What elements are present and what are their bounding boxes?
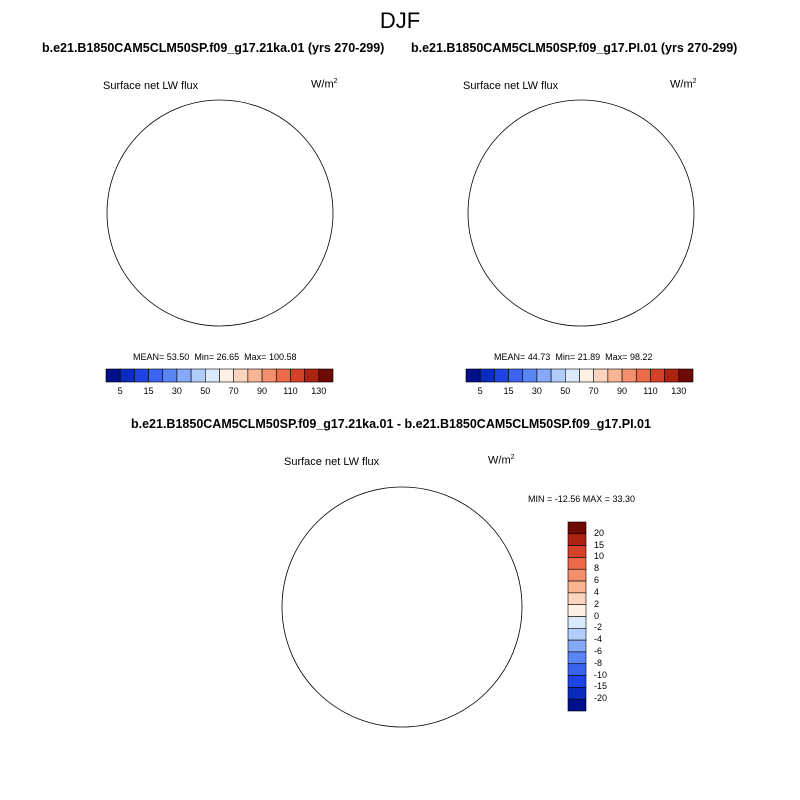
panel-2-colorbar-swatch	[678, 368, 694, 383]
panel-1-colorbar	[105, 368, 334, 383]
panel-1-variable: Surface net LW flux	[103, 80, 199, 92]
diff-colorbar-tick-label: -10	[594, 669, 608, 680]
panel-2-units: W/m2	[670, 78, 697, 91]
diff-colorbar-swatch	[567, 675, 587, 688]
diff-panel-variable: Surface net LW flux	[284, 456, 380, 468]
diff-colorbar-tick-label: 6	[594, 575, 600, 586]
panel-2-colorbar-tick-label: 15	[503, 386, 514, 396]
panel-2-colorbar	[465, 368, 694, 383]
diff-colorbar-swatch	[567, 568, 587, 582]
diff-colorbar-tick-label: -20	[594, 693, 608, 704]
diff-colorbar-tick-label: 15	[594, 539, 605, 550]
panel-2-title: b.e21.B1850CAM5CLM50SP.f09_g17.PI.01 (yr…	[411, 41, 738, 55]
diff-colorbar-swatch	[567, 557, 587, 570]
diff-colorbar-tick-label: 8	[594, 563, 600, 574]
diff-colorbar-tick-label: 0	[594, 610, 600, 621]
diff-colorbar-swatch	[567, 616, 587, 629]
panel-2-colorbar-tick-label: 30	[531, 386, 542, 396]
diff-colorbar-swatch	[567, 651, 587, 665]
diff-colorbar-tick-label: 4	[594, 586, 600, 597]
diff-colorbar-swatch	[567, 604, 587, 617]
panel-1-units: W/m2	[311, 78, 338, 91]
season-title: DJF	[379, 8, 421, 33]
panel-1-colorbar-ticks: 5 15 30 50 70 90 110 130	[106, 386, 333, 398]
panel-1-colorbar-tick-label: 70	[228, 386, 239, 396]
diff-colorbar-tick-label: -6	[594, 645, 603, 656]
panel-1-colorbar-tick-label: 30	[171, 386, 182, 396]
diff-colorbar-swatch	[567, 545, 587, 558]
diff-colorbar-tick-label: -8	[594, 657, 603, 668]
panel-1-colorbar-tick-label: 110	[283, 386, 298, 396]
diff-colorbar-swatch	[567, 628, 587, 641]
diff-colorbar-swatch	[567, 592, 587, 605]
diff-colorbar-swatch	[567, 639, 587, 653]
panel-1-title: b.e21.B1850CAM5CLM50SP.f09_g17.21ka.01 (…	[42, 41, 385, 55]
diff-colorbar-swatch	[567, 580, 587, 594]
diff-colorbar-tick-label: 10	[594, 551, 605, 562]
diff-colorbar-tick-label: -15	[594, 681, 608, 692]
diff-colorbar-swatch	[567, 521, 587, 535]
diff-colorbar-tick-label: -2	[594, 622, 603, 633]
panel-1-colorbar-tick-label: 50	[200, 386, 211, 396]
diff-colorbar-swatch	[567, 663, 587, 676]
panel-1-colorbar-tick-label: 90	[257, 386, 268, 396]
diff-colorbar-ticks: 20 15 10 8 6 4 2 0 -2 -4 -6 -8 -10 -15 -20	[594, 522, 634, 711]
panel-1-stats: MEAN= 53.50 Min= 26.65 Max= 100.58	[133, 352, 297, 362]
diff-colorbar-swatch	[567, 687, 587, 700]
diff-colorbar	[567, 521, 587, 712]
panel-2-colorbar-tick-label: 5	[477, 386, 483, 396]
diff-colorbar-tick-label: -4	[594, 634, 603, 645]
panel-2-colorbar-tick-label: 50	[560, 386, 571, 396]
panel-2-colorbar-tick-label: 70	[588, 386, 599, 396]
diff-panel-minmax: MIN = -12.56 MAX = 33.30	[528, 494, 636, 504]
panel-2-colorbar-tick-label: 110	[643, 386, 658, 396]
panel-1-colorbar-tick-label: 5	[117, 386, 123, 396]
diff-colorbar-swatch	[567, 533, 587, 546]
panel-2-colorbar-tick-label: 90	[617, 386, 628, 396]
panel-1-colorbar-tick-label: 130	[311, 386, 327, 396]
panel-2-colorbar-ticks: 5 15 30 50 70 90 110 130	[466, 386, 693, 398]
diff-panel-title: b.e21.B1850CAM5CLM50SP.f09_g17.21ka.01 -…	[131, 417, 651, 431]
diff-colorbar-tick-label: 20	[594, 527, 605, 538]
diff-panel-units: W/m2	[488, 454, 515, 467]
diff-colorbar-tick-label: 2	[594, 598, 600, 609]
panel-2-variable: Surface net LW flux	[463, 80, 559, 92]
panel-2-stats: MEAN= 44.73 Min= 21.89 Max= 98.22	[494, 352, 653, 362]
panel-1-colorbar-tick-label: 15	[143, 386, 154, 396]
diff-colorbar-swatch	[567, 698, 587, 712]
panel-1-colorbar-swatch	[318, 368, 334, 383]
panel-2-colorbar-tick-label: 130	[671, 386, 687, 396]
